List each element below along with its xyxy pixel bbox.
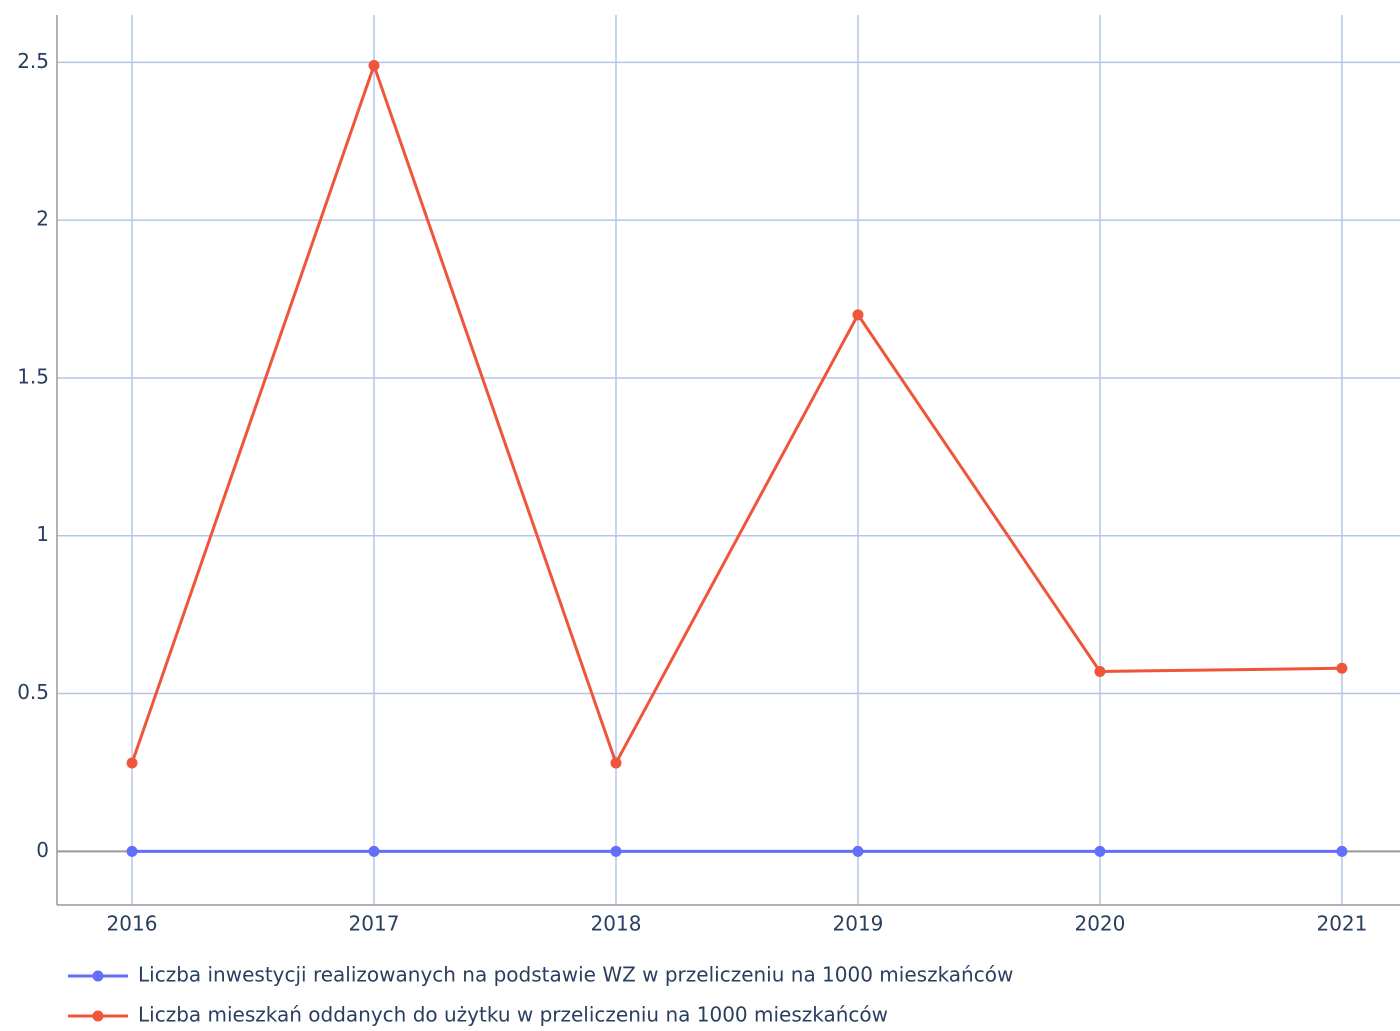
point bbox=[1094, 665, 1106, 677]
point bbox=[1336, 662, 1348, 674]
point bbox=[610, 757, 622, 769]
x-tick-label: 2018 bbox=[591, 912, 642, 936]
x-tick-label: 2016 bbox=[107, 912, 158, 936]
y-tick-label: 0 bbox=[36, 838, 49, 862]
point bbox=[126, 757, 138, 769]
y-tick-label: 0.5 bbox=[17, 680, 49, 704]
point bbox=[1094, 845, 1106, 857]
point bbox=[368, 59, 380, 71]
y-tick-label: 1 bbox=[36, 522, 49, 546]
y-tick-label: 2 bbox=[36, 207, 49, 231]
y-tick-label: 1.5 bbox=[17, 364, 49, 388]
legend-label: Liczba inwestycji realizowanych na podst… bbox=[138, 963, 1013, 987]
x-tick-label: 2019 bbox=[833, 912, 884, 936]
point bbox=[610, 845, 622, 857]
point bbox=[368, 845, 380, 857]
point bbox=[126, 845, 138, 857]
legend-marker bbox=[92, 970, 104, 982]
point bbox=[852, 309, 864, 321]
legend-label: Liczba mieszkań oddanych do użytku w prz… bbox=[138, 1003, 888, 1027]
point bbox=[1336, 845, 1348, 857]
x-tick-label: 2021 bbox=[1316, 912, 1367, 936]
point bbox=[852, 845, 864, 857]
x-tick-label: 2020 bbox=[1074, 912, 1125, 936]
x-tick-label: 2017 bbox=[349, 912, 400, 936]
legend-marker bbox=[92, 1010, 104, 1022]
series-line bbox=[130, 60, 1342, 767]
y-tick-label: 2.5 bbox=[17, 49, 49, 73]
